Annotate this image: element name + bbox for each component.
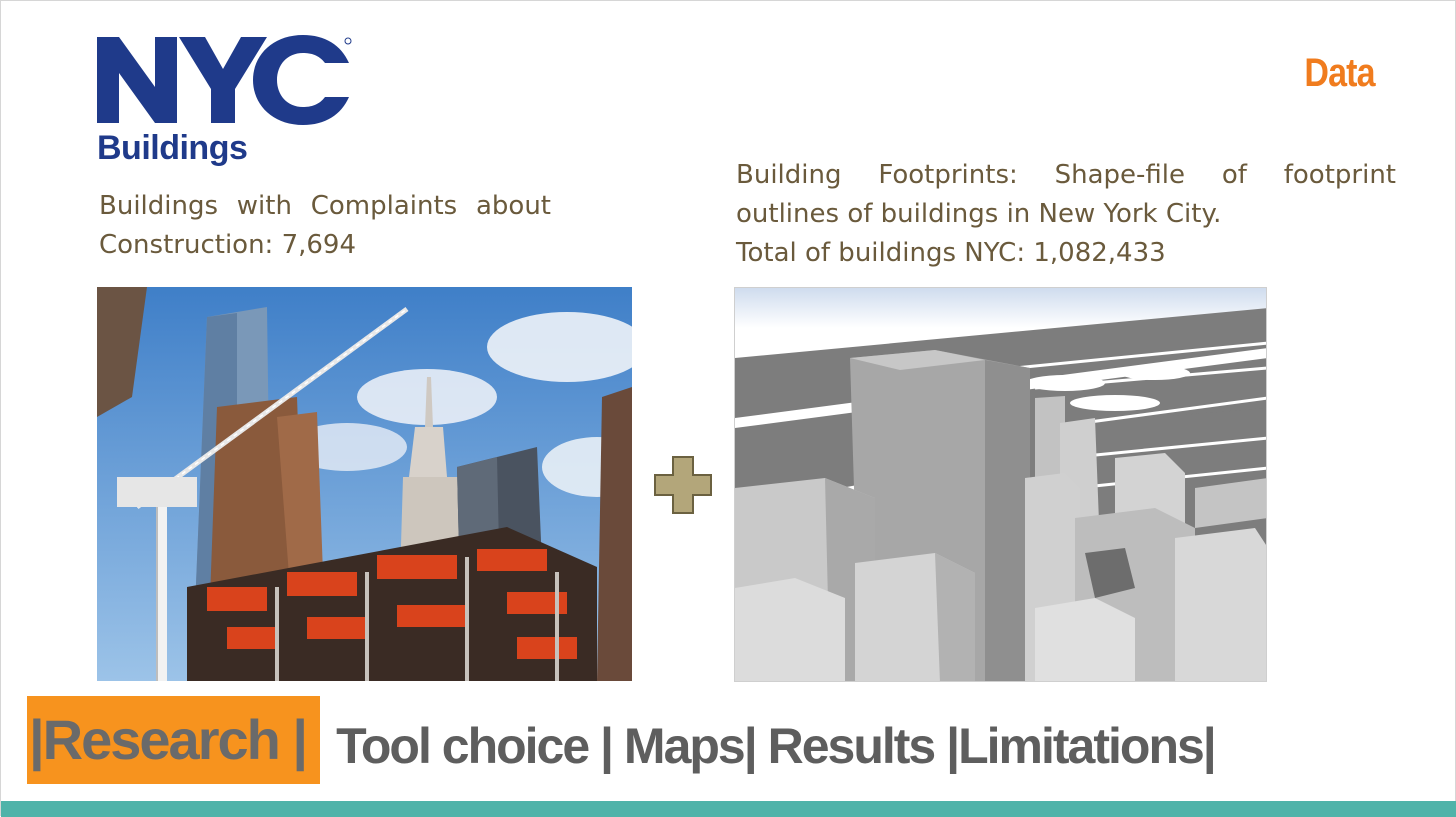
footprints-line-2: outlines of buildings in New York City. bbox=[736, 199, 1222, 229]
plus-icon bbox=[654, 456, 712, 514]
complaints-text: Buildings with Complaints about Construc… bbox=[99, 191, 551, 260]
section-nav: |Research | Tool choice | Maps| Results … bbox=[27, 696, 1217, 784]
3d-building-render bbox=[734, 287, 1267, 682]
nav-item-research[interactable]: |Research | bbox=[27, 696, 321, 784]
footprints-line-3: Total of buildings NYC: 1,082,433 bbox=[736, 238, 1166, 268]
nyc-logo-mark bbox=[97, 35, 352, 125]
nyc-buildings-logo: Buildings bbox=[97, 35, 357, 170]
footprints-line-1: Building Footprints: Shape-file of footp… bbox=[736, 160, 1396, 190]
logo-subtitle: Buildings bbox=[97, 129, 248, 167]
nav-items-rest[interactable]: Tool choice | Maps| Results |Limitations… bbox=[336, 718, 1217, 774]
footprints-text: Building Footprints: Shape-file of footp… bbox=[736, 156, 1396, 273]
construction-photo bbox=[97, 287, 632, 681]
bottom-accent-bar bbox=[1, 801, 1456, 817]
section-label: Data bbox=[1304, 51, 1376, 95]
